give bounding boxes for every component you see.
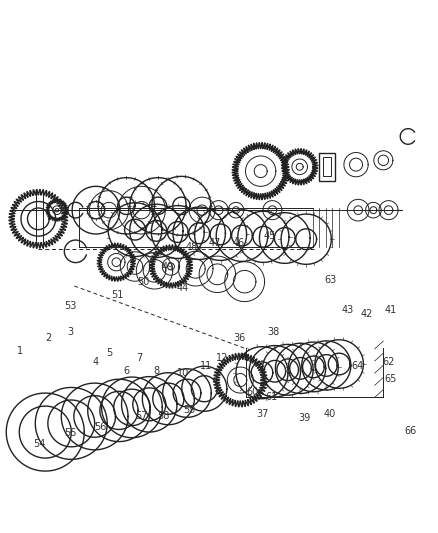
Text: 5: 5	[106, 348, 112, 358]
Text: 66: 66	[403, 426, 415, 436]
Text: 63: 63	[323, 274, 336, 285]
Bar	[322, 157, 331, 176]
Text: 59: 59	[183, 405, 195, 415]
Text: 42: 42	[360, 309, 372, 319]
Text: 40: 40	[323, 409, 336, 419]
Text: 38: 38	[267, 327, 279, 336]
Text: 6: 6	[123, 366, 129, 376]
Text: 44: 44	[176, 283, 188, 293]
Text: 39: 39	[297, 413, 309, 423]
Text: 58: 58	[157, 411, 169, 421]
Text: 11: 11	[200, 361, 212, 371]
Text: 37: 37	[256, 409, 268, 419]
Text: 64: 64	[350, 361, 363, 371]
Text: 1: 1	[17, 346, 23, 356]
Text: 55: 55	[64, 429, 76, 438]
Text: 56: 56	[94, 422, 106, 432]
Text: 57: 57	[135, 411, 148, 421]
Text: 41: 41	[384, 305, 396, 315]
Text: 45: 45	[262, 231, 275, 241]
Bar	[318, 153, 334, 181]
Text: 3: 3	[67, 327, 73, 336]
Text: 4: 4	[93, 357, 99, 367]
Text: 53: 53	[64, 301, 76, 311]
Text: 61: 61	[265, 392, 277, 401]
Text: 54: 54	[33, 439, 46, 449]
Text: 7: 7	[136, 352, 142, 362]
Text: 2: 2	[45, 333, 51, 343]
Text: 62: 62	[381, 357, 394, 367]
Text: 43: 43	[340, 305, 353, 315]
Text: 50: 50	[137, 277, 149, 287]
Text: 49: 49	[161, 262, 173, 271]
Text: 48: 48	[185, 242, 197, 252]
Text: 46: 46	[232, 238, 244, 248]
Text: 36: 36	[232, 333, 244, 343]
Text: 10: 10	[176, 368, 188, 378]
Text: 12: 12	[215, 352, 227, 362]
Text: 51: 51	[111, 289, 124, 300]
Text: 47: 47	[208, 238, 221, 248]
Text: 8: 8	[153, 366, 159, 376]
Text: 65: 65	[384, 374, 396, 384]
Text: 60: 60	[245, 387, 258, 397]
